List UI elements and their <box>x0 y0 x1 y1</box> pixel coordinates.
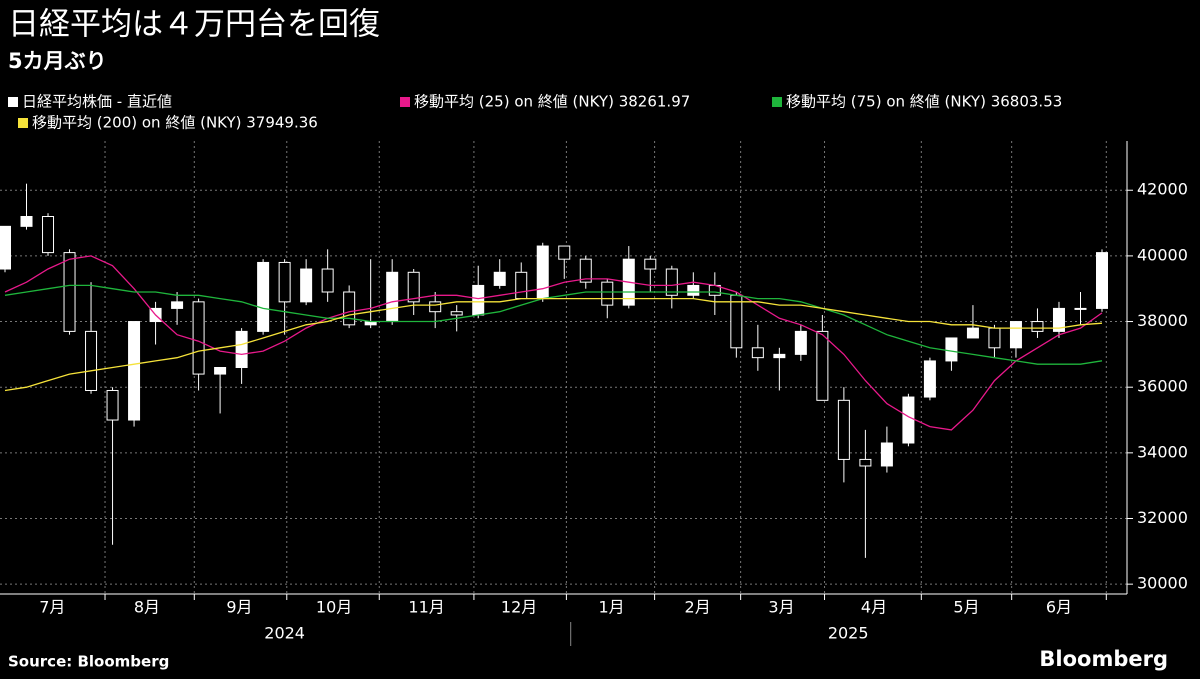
x-tick-label: 3月 <box>768 598 794 617</box>
legend-swatch <box>400 97 410 107</box>
candle-body <box>902 396 915 444</box>
legend-swatch <box>8 97 18 107</box>
candle-body <box>1096 252 1108 309</box>
y-tick-label: 32000 <box>1137 508 1188 527</box>
candle-body <box>214 367 227 375</box>
candle-body <box>536 245 549 300</box>
x-tick-label: 1月 <box>598 598 624 617</box>
x-tick-label: 11月 <box>408 598 444 617</box>
moving-average-line <box>4 284 1103 365</box>
candle-body <box>171 301 184 309</box>
candle-body <box>343 291 356 326</box>
candle-body <box>923 360 936 398</box>
candle-body <box>816 330 829 401</box>
candle-body <box>687 284 700 296</box>
candle-body <box>300 268 313 303</box>
candle-body <box>192 301 205 375</box>
legend-swatch <box>18 118 28 128</box>
candle-body <box>493 271 506 286</box>
x-tick-label: 8月 <box>134 598 160 617</box>
candle-body <box>42 216 55 254</box>
candle-body <box>859 458 872 467</box>
year-label: 2025 <box>828 624 869 643</box>
candle-body <box>558 245 571 260</box>
candle-body <box>880 442 893 467</box>
candle-body <box>1052 307 1065 332</box>
candle-body <box>128 321 141 421</box>
y-tick-label: 40000 <box>1137 245 1188 264</box>
x-tick-label: 5月 <box>953 598 979 617</box>
candle-body <box>321 268 334 293</box>
candle-body <box>794 330 807 355</box>
candle-body <box>85 330 98 391</box>
candle-body <box>106 389 119 421</box>
candle-body <box>429 301 442 313</box>
y-tick-label: 38000 <box>1137 311 1188 330</box>
chart-title: 日経平均は４万円台を回復 <box>8 7 380 43</box>
x-tick-label: 12月 <box>501 598 537 617</box>
y-tick-label: 34000 <box>1137 442 1188 461</box>
year-label: 2024 <box>264 624 305 643</box>
source: Source: Bloomberg <box>8 653 169 671</box>
x-tick-label: 10月 <box>316 598 352 617</box>
candle-body <box>386 271 399 323</box>
legend-label: 移動平均 (25) on 終値 (NKY) 38261.97 <box>414 93 690 111</box>
legend-label: 移動平均 (75) on 終値 (NKY) 36803.53 <box>786 93 1062 111</box>
x-tick-label: 2月 <box>685 598 711 617</box>
candle-body <box>407 271 420 303</box>
moving-average-line <box>4 297 1103 392</box>
legend-label: 日経平均株価 - 直近値 <box>22 93 172 111</box>
candle-body <box>644 258 657 270</box>
y-tick-label: 42000 <box>1137 180 1188 199</box>
candle-body <box>450 311 463 316</box>
y-tick-label: 30000 <box>1137 574 1188 593</box>
x-tick-label: 7月 <box>39 598 65 617</box>
candle-body <box>63 252 76 332</box>
x-tick-label: 4月 <box>861 598 887 617</box>
candle-body <box>1031 321 1044 332</box>
candle-body <box>665 268 678 296</box>
brand: Bloomberg <box>1039 647 1168 671</box>
candle-body <box>966 327 979 339</box>
candle-body <box>945 337 958 362</box>
x-tick-label: 9月 <box>226 598 252 617</box>
moving-average-line <box>4 255 1103 431</box>
candle-body <box>0 225 11 270</box>
x-tick-label: 6月 <box>1046 598 1072 617</box>
candle-body <box>20 216 33 227</box>
chart-subtitle: 5カ月ぶり <box>8 49 107 73</box>
candle-body <box>257 261 270 332</box>
candle-body <box>730 294 743 349</box>
candle-body <box>601 281 614 306</box>
legend-swatch <box>772 97 782 107</box>
candle-body <box>235 330 248 368</box>
candle-body <box>1009 321 1022 349</box>
candle-body <box>988 327 1001 349</box>
candle-body <box>837 399 850 460</box>
y-tick-label: 36000 <box>1137 377 1188 396</box>
candle-body <box>579 258 592 283</box>
candle-body <box>751 347 764 359</box>
candle-body <box>278 261 291 303</box>
candle-body <box>773 353 786 359</box>
legend-label: 移動平均 (200) on 終値 (NKY) 37949.36 <box>32 114 318 132</box>
candle-body <box>472 284 485 316</box>
candle-body <box>515 271 528 300</box>
candle-body <box>1074 307 1087 310</box>
